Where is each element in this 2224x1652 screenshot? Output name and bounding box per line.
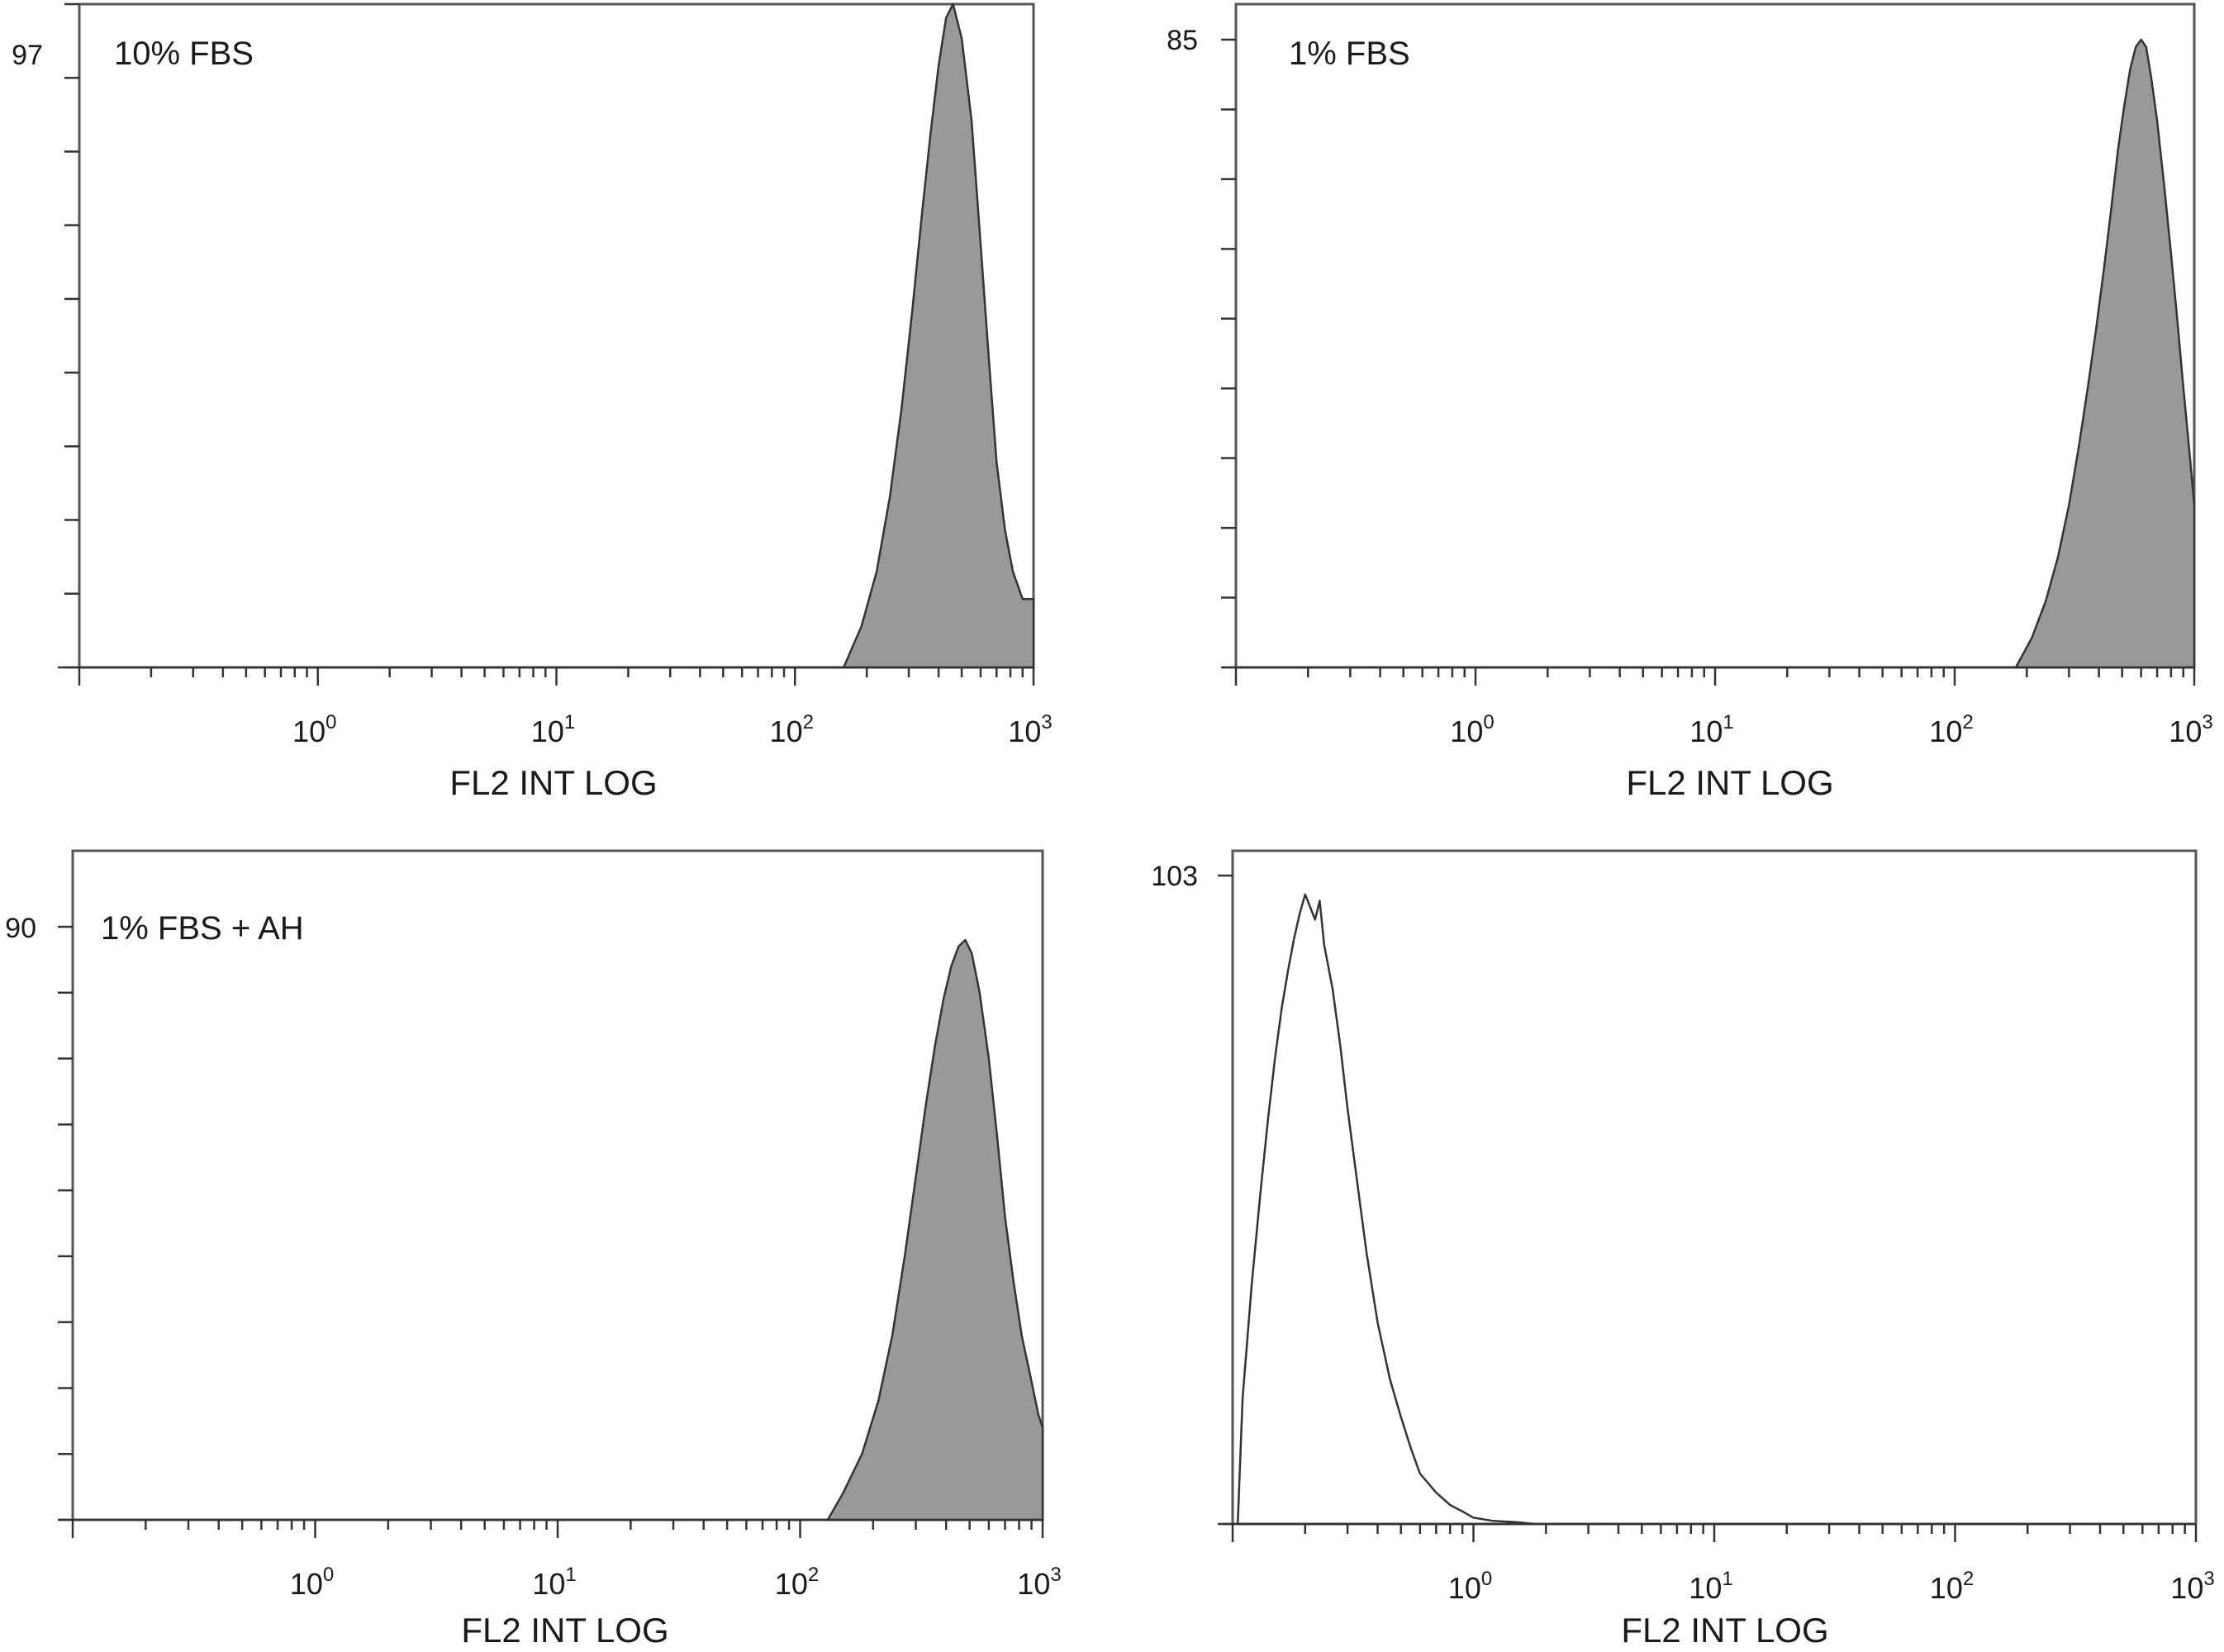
condition-label: 1% FBS [1289, 36, 1410, 72]
histogram-marks [826, 938, 1044, 1521]
x-tick-label: 103 [1008, 711, 1052, 748]
x-tick-label: 102 [1929, 711, 1973, 748]
x-tick-label: 101 [1689, 1568, 1732, 1605]
y-max-label: 103 [1151, 861, 1198, 892]
histogram-panel-10-fbs: 100 101 102 103 97 10% FBS FL2 INT LOG [12, 2, 1053, 802]
condition-label: 1% FBS + AH [101, 910, 304, 947]
x-axis-ticks: 100 101 102 103 [58, 1518, 1062, 1601]
histogram-series [826, 938, 1044, 1521]
x-tick-label: 103 [2170, 1568, 2214, 1605]
x-tick-label: 100 [290, 1564, 334, 1601]
y-max-label: 97 [12, 40, 43, 71]
condition-label: 10% FBS [114, 36, 254, 72]
plot-frame [1234, 2, 2196, 669]
histogram-panel-1-fbs-ah: 100 101 102 103 90 1% FBS + AH FL2 INT LOG [5, 849, 1062, 1650]
x-axis-ticks: 100 101 102 103 [58, 666, 1053, 748]
histogram-marks [1236, 893, 1536, 1526]
x-axis-ticks: 100 101 102 103 [1223, 1522, 2215, 1605]
x-tick-label: 101 [1689, 711, 1733, 748]
y-max-label: 85 [1167, 25, 1198, 56]
histogram-series [842, 2, 1035, 669]
y-axis-ticks [64, 2, 79, 669]
x-tick-label: 103 [2169, 711, 2212, 748]
histogram-marks [842, 2, 1035, 669]
x-tick-label: 102 [1930, 1568, 1974, 1605]
x-tick-label: 100 [292, 711, 336, 748]
histogram-marks [2014, 38, 2196, 669]
x-axis-label: FL2 INT LOG [461, 1611, 668, 1650]
x-tick-label: 100 [1448, 1568, 1492, 1605]
x-tick-label: 102 [770, 711, 814, 748]
histogram-panel-control: 100 101 102 103 103 FL2 INT LOG [1151, 849, 2215, 1650]
y-axis-ticks [58, 925, 73, 1521]
histogram-series [1236, 893, 1536, 1526]
histogram-series [2014, 38, 2196, 669]
x-tick-label: 102 [775, 1564, 819, 1601]
x-axis-label: FL2 INT LOG [1626, 763, 1833, 802]
x-axis-label: FL2 INT LOG [1621, 1611, 1828, 1650]
x-axis-label: FL2 INT LOG [449, 763, 657, 802]
x-tick-label: 101 [531, 711, 575, 748]
y-axis-ticks [1218, 874, 1233, 1526]
plot-frame [1231, 849, 2198, 1526]
y-axis-ticks [1221, 38, 1236, 669]
x-tick-label: 101 [532, 1564, 576, 1601]
x-tick-label: 103 [1017, 1564, 1061, 1601]
histogram-panel-1-fbs: 100 101 102 103 85 1% FBS FL2 INT LOG [1167, 2, 2213, 802]
y-max-label: 90 [5, 913, 36, 944]
x-tick-label: 100 [1450, 711, 1494, 748]
x-axis-ticks: 100 101 102 103 [1223, 666, 2213, 748]
